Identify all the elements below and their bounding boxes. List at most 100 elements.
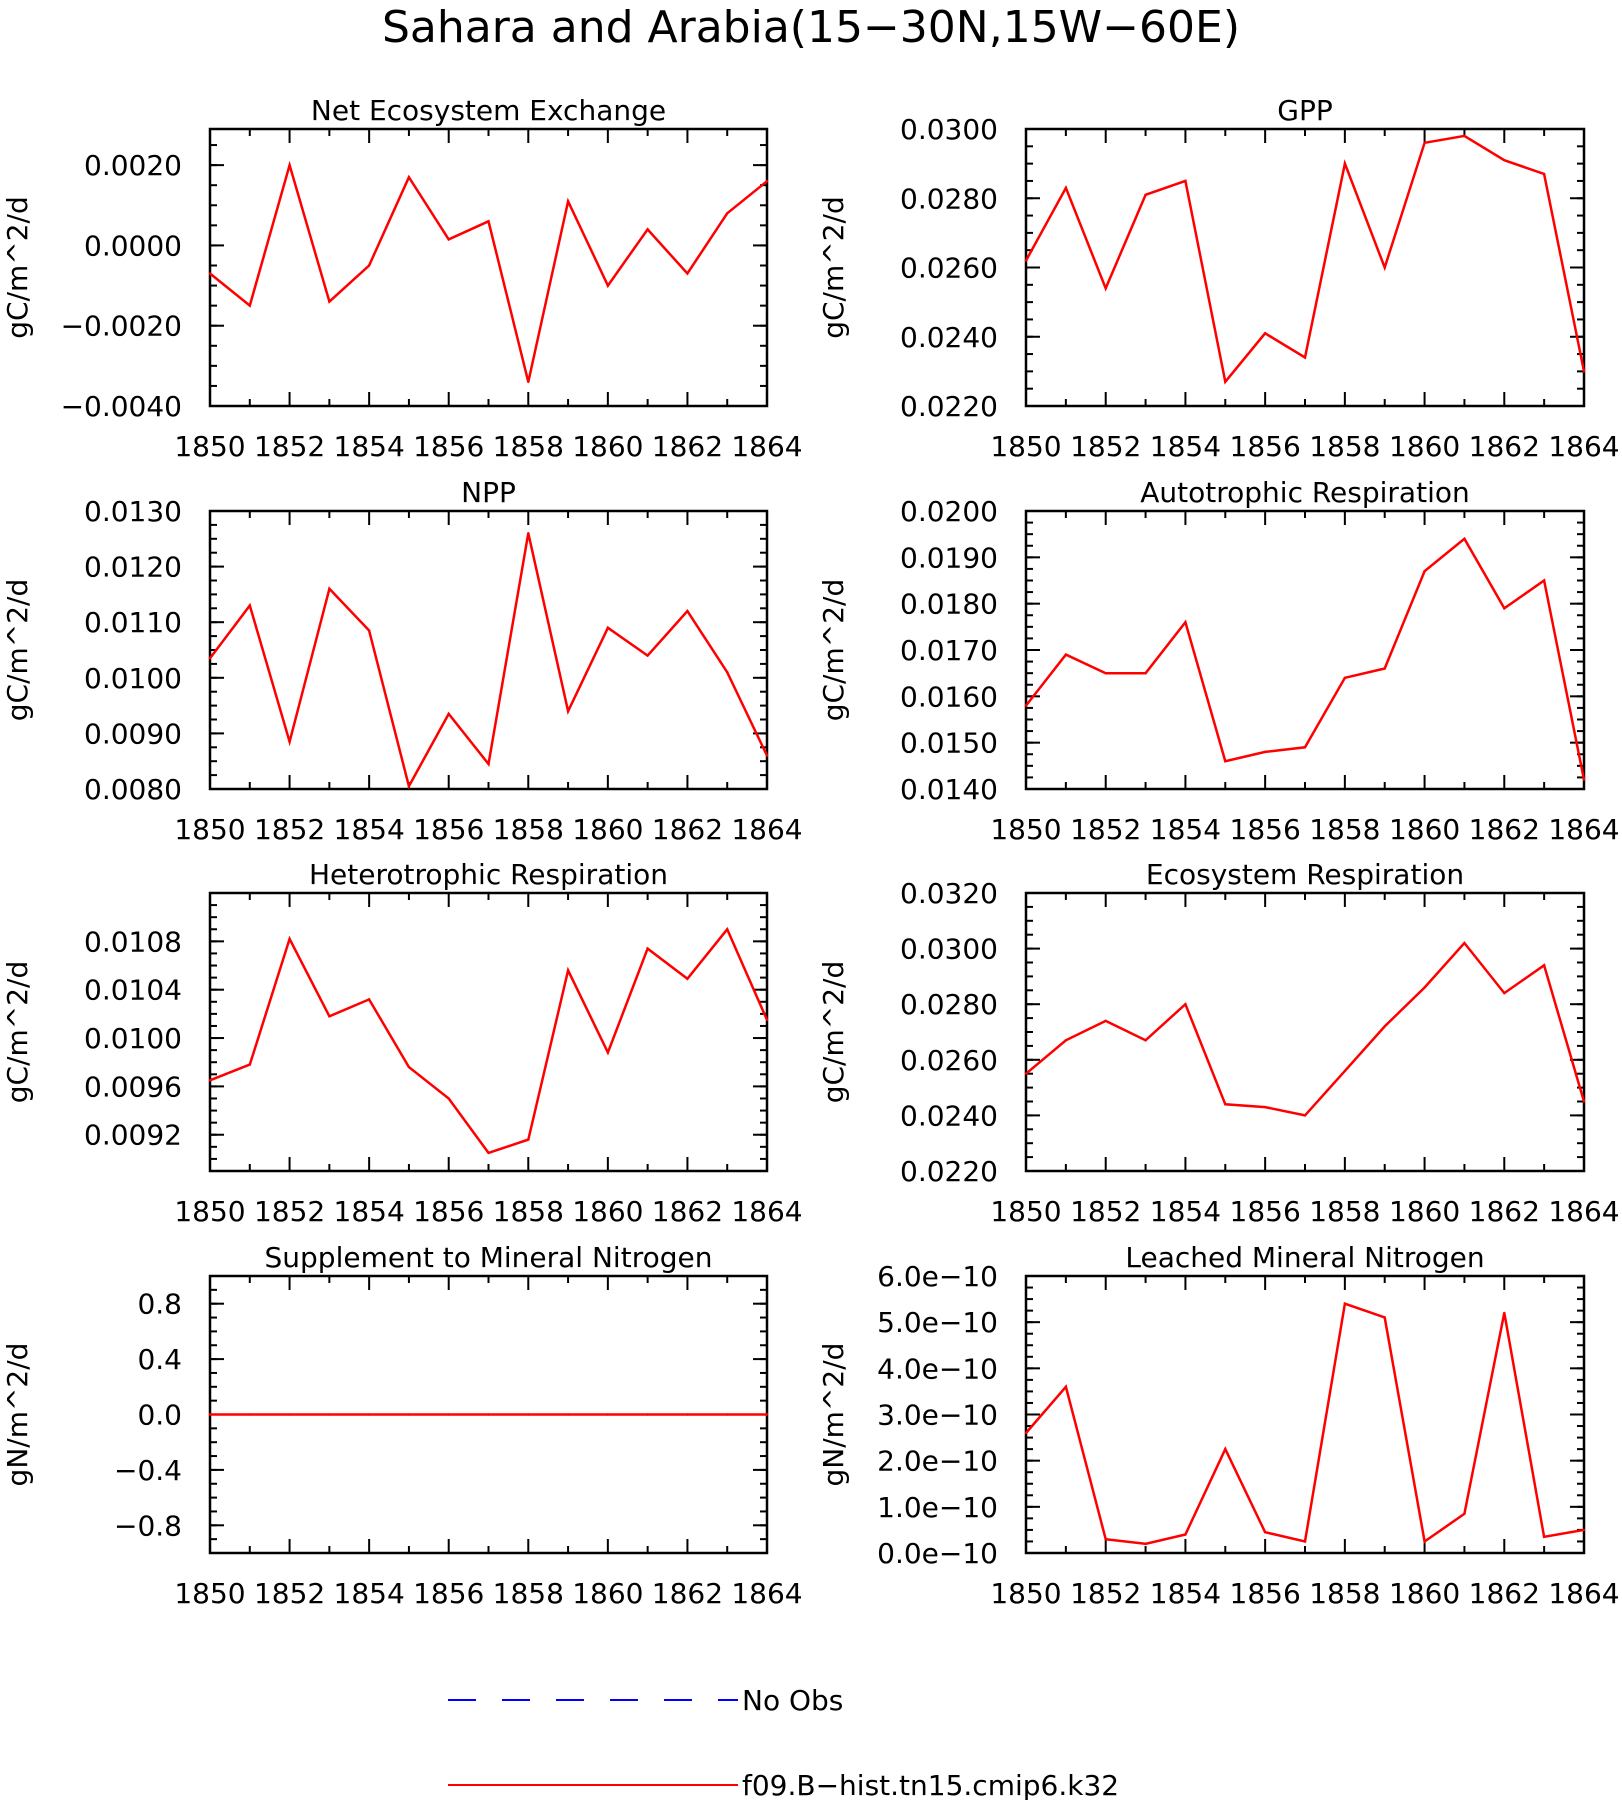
data-point bbox=[1542, 1535, 1546, 1539]
x-tick-label: 1852 bbox=[1070, 430, 1141, 463]
x-tick-label: 1852 bbox=[254, 430, 325, 463]
y-axis-label: gC/m^2/d bbox=[817, 196, 850, 339]
data-point bbox=[487, 762, 490, 766]
panel-title: NPP bbox=[461, 476, 516, 509]
x-tick-label: 1856 bbox=[413, 1577, 484, 1610]
data-point bbox=[686, 272, 689, 275]
x-tick-label: 1864 bbox=[731, 1195, 802, 1228]
data-point bbox=[1343, 1302, 1347, 1305]
data-point bbox=[606, 1051, 610, 1054]
data-point bbox=[208, 657, 212, 660]
x-tick-label: 1860 bbox=[1389, 1577, 1460, 1610]
data-point bbox=[328, 587, 331, 591]
data-point bbox=[1024, 1431, 1028, 1435]
x-tick-label: 1854 bbox=[1150, 430, 1221, 463]
y-tick-label: 0.0300 bbox=[900, 113, 998, 146]
y-tick-label: −0.8 bbox=[114, 1509, 182, 1542]
data-point bbox=[1064, 1039, 1068, 1042]
data-point bbox=[1144, 671, 1147, 675]
y-tick-label: 0.0130 bbox=[84, 495, 182, 528]
data-point bbox=[726, 1413, 729, 1416]
x-tick-label: 1854 bbox=[1150, 813, 1221, 846]
data-point bbox=[1024, 704, 1028, 707]
x-tick-label: 1854 bbox=[1150, 1195, 1221, 1228]
legend: No Obs f09.B−hist.tn15.cmip6.k32 bbox=[448, 1684, 1119, 1800]
y-axis-label: gC/m^2/d bbox=[817, 579, 850, 722]
data-point bbox=[1104, 671, 1107, 675]
data-point bbox=[367, 998, 371, 1001]
x-tick-label: 1862 bbox=[652, 1577, 723, 1610]
x-tick-label: 1850 bbox=[990, 1577, 1061, 1610]
y-axis-label: gC/m^2/d bbox=[1, 579, 34, 722]
y-tick-label: 0.0320 bbox=[900, 877, 998, 910]
data-point bbox=[208, 1413, 212, 1416]
data-point bbox=[527, 532, 530, 535]
y-tick-label: 0.0 bbox=[137, 1399, 182, 1432]
x-tick-label: 1858 bbox=[493, 430, 564, 463]
plot-frame bbox=[1024, 1274, 1586, 1555]
x-tick-label: 1860 bbox=[572, 813, 643, 846]
x-tick-label: 1850 bbox=[174, 430, 245, 463]
x-tick-label: 1852 bbox=[1070, 1577, 1141, 1610]
data-point bbox=[765, 1018, 769, 1022]
data-point bbox=[1024, 1072, 1028, 1075]
x-tick-label: 1858 bbox=[493, 813, 564, 846]
x-tick-label: 1858 bbox=[1309, 813, 1380, 846]
figure-title: Sahara and Arabia(15−30N,15W−60E) bbox=[382, 2, 1240, 53]
y-tick-label: 0.0096 bbox=[84, 1070, 182, 1103]
data-point bbox=[367, 264, 371, 267]
x-tick-label: 1862 bbox=[1469, 1195, 1540, 1228]
data-point bbox=[606, 1413, 610, 1416]
series-line-1 bbox=[209, 926, 769, 1155]
data-point bbox=[646, 228, 649, 231]
y-tick-label: 4.0e−10 bbox=[877, 1352, 998, 1385]
data-point bbox=[487, 1413, 490, 1416]
y-tick-label: 0.0280 bbox=[900, 988, 998, 1021]
data-point bbox=[1224, 1103, 1227, 1106]
data-point bbox=[1383, 266, 1386, 269]
series-line-1 bbox=[1025, 536, 1586, 780]
data-point bbox=[1582, 778, 1586, 781]
panel-5: Heterotrophic Respiration gC/m^2/d 1850 185… bbox=[1, 858, 803, 1228]
x-tick-label: 1862 bbox=[652, 1195, 723, 1228]
y-tick-label: 0.0090 bbox=[84, 717, 182, 750]
x-tick-label: 1858 bbox=[1309, 1195, 1380, 1228]
plot-frame bbox=[1024, 891, 1586, 1173]
data-point bbox=[487, 1151, 490, 1155]
data-point bbox=[1104, 287, 1107, 290]
series-line-1 bbox=[209, 160, 768, 383]
x-tick-label: 1864 bbox=[731, 1577, 802, 1610]
legend-label-2: f09.B−hist.tn15.cmip6.k32 bbox=[742, 1769, 1119, 1800]
x-tick-label: 1862 bbox=[1469, 813, 1540, 846]
data-point bbox=[726, 928, 729, 931]
y-axis-label: gC/m^2/d bbox=[1, 196, 34, 339]
data-point bbox=[288, 163, 291, 167]
y-tick-label: 1.0e−10 bbox=[877, 1491, 998, 1524]
x-tick-label: 1856 bbox=[413, 813, 484, 846]
data-point bbox=[1303, 1114, 1307, 1117]
y-tick-label: 2.0e−10 bbox=[877, 1445, 998, 1478]
data-point bbox=[1582, 1100, 1586, 1103]
data-point bbox=[1463, 134, 1466, 138]
data-point bbox=[527, 1138, 530, 1141]
data-point bbox=[1303, 356, 1307, 359]
data-point bbox=[328, 300, 331, 303]
y-tick-label: 0.0200 bbox=[900, 495, 998, 528]
data-point bbox=[606, 626, 610, 629]
x-tick-label: 1852 bbox=[254, 813, 325, 846]
panel-title: Autotrophic Respiration bbox=[1140, 476, 1469, 509]
data-point bbox=[566, 200, 570, 203]
data-point bbox=[1463, 941, 1466, 945]
x-tick-label: 1850 bbox=[990, 813, 1061, 846]
x-tick-label: 1854 bbox=[1150, 1577, 1221, 1610]
y-tick-label: 0.0240 bbox=[900, 1099, 998, 1132]
data-point bbox=[1104, 1537, 1107, 1541]
y-axis-label: gN/m^2/d bbox=[1, 1343, 34, 1487]
data-point bbox=[367, 1413, 371, 1416]
panel-6: Ecosystem Respiration gC/m^2/d 1850 1852 185… bbox=[817, 858, 1620, 1228]
x-tick-label: 1862 bbox=[1469, 430, 1540, 463]
x-tick-label: 1860 bbox=[1389, 813, 1460, 846]
y-tick-label: 0.4 bbox=[137, 1343, 182, 1376]
